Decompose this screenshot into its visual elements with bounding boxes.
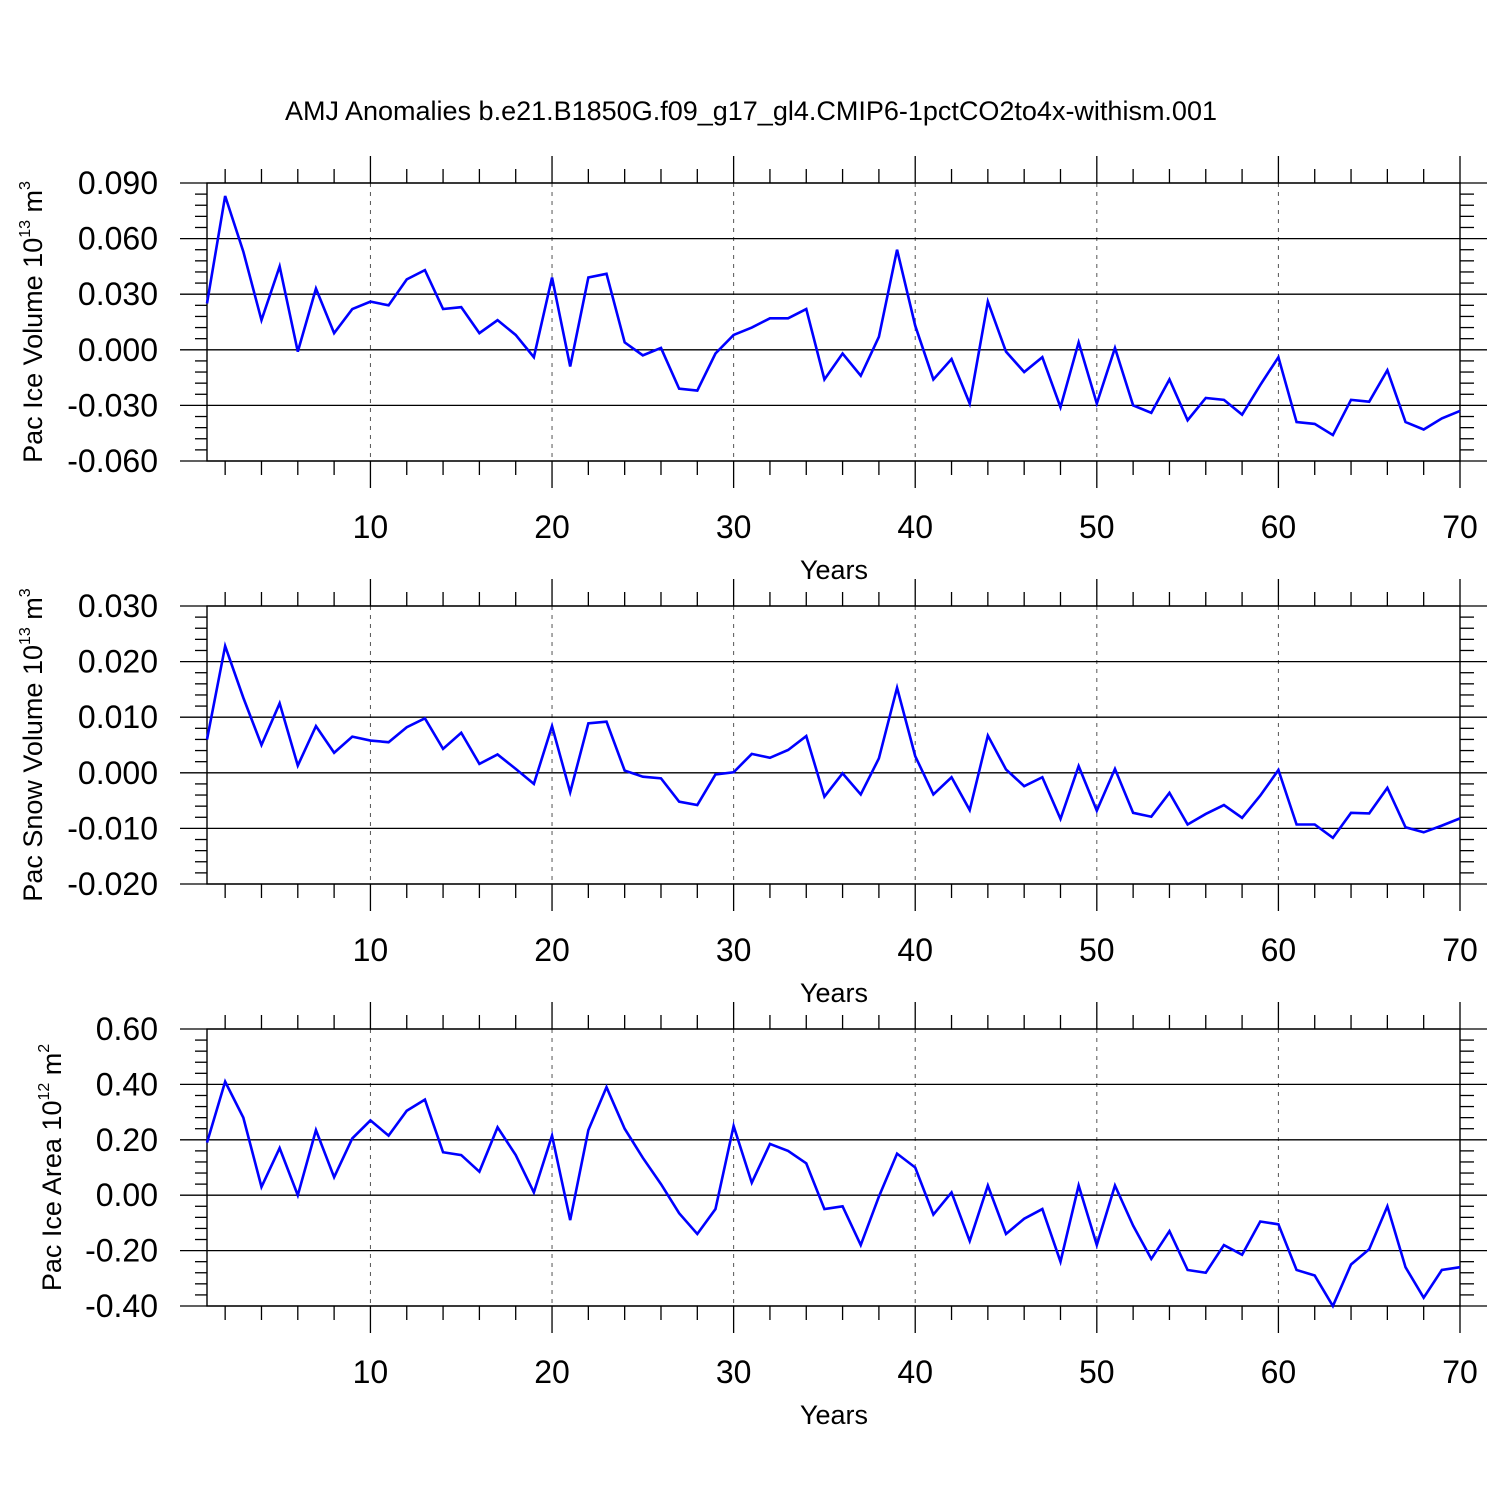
x-tick-label-60: 60	[1261, 509, 1297, 545]
x-tick-label-60: 60	[1261, 1354, 1297, 1390]
y-tick-label-5: -0.020	[67, 866, 158, 902]
x-tick-label-70: 70	[1442, 1354, 1478, 1390]
x-axis-label: Years	[800, 978, 868, 1008]
x-tick-label-10: 10	[353, 1354, 389, 1390]
y-axis-label-main: Pac Ice Volume 10	[18, 238, 48, 463]
y-axis-label: Pac Ice Volume 1013 m3	[17, 181, 48, 463]
x-tick-label-40: 40	[897, 509, 933, 545]
series-line-snow-volume	[205, 641, 1461, 840]
y-axis-label: Pac Snow Volume 1013 m3	[17, 588, 48, 901]
plot-frame-snow-volume	[206, 605, 1461, 885]
y-tick-label-5: -0.060	[67, 443, 158, 479]
y-axis-label-sup2: 3	[17, 181, 34, 190]
y-axis-label-sup1: 13	[17, 220, 34, 238]
y-tick-label-3: 0.00	[96, 1177, 158, 1213]
y-tick-label-1: 0.40	[96, 1066, 158, 1102]
panel-ice-volume: 10 20 30 40 50 60 70 0.090 0.060 0.030 0.000 -0.030…	[17, 156, 1487, 585]
x-tick-label-30: 30	[716, 932, 752, 968]
y-axis-label-main: Pac Snow Volume 10	[18, 645, 48, 902]
y-tick-label-0: 0.090	[78, 165, 158, 201]
x-tick-label-50: 50	[1079, 1354, 1115, 1390]
y-tick-label-3: 0.000	[78, 755, 158, 791]
series-line-ice-area	[205, 1078, 1461, 1309]
plot-frame-ice-area	[206, 1028, 1461, 1307]
panels-container: 10 20 30 40 50 60 70 0.090 0.060 0.030 0.000 -0.030…	[17, 156, 1487, 1430]
x-tick-label-20: 20	[534, 509, 570, 545]
y-axis-label-unit: m	[37, 1053, 67, 1083]
figure-title: AMJ Anomalies b.e21.B1850G.f09_g17_gl4.C…	[285, 96, 1217, 126]
y-tick-label-2: 0.010	[78, 699, 158, 735]
y-axis-label-unit: m	[18, 597, 48, 627]
x-tick-label-20: 20	[534, 932, 570, 968]
x-tick-label-60: 60	[1261, 932, 1297, 968]
x-axis-label: Years	[800, 555, 868, 585]
panel-ice-area: 10 20 30 40 50 60 70 0.60 0.40 0.20 0.00 -0.20 -0.40…	[36, 1002, 1487, 1430]
series-line-ice-volume	[205, 195, 1461, 437]
x-tick-label-70: 70	[1442, 932, 1478, 968]
x-tick-label-10: 10	[353, 932, 389, 968]
y-axis-label-main: Pac Ice Area 10	[37, 1101, 67, 1292]
y-tick-label-2: 0.030	[78, 276, 158, 312]
y-axis-label-sup1: 13	[17, 627, 34, 645]
x-tick-label-30: 30	[716, 1354, 752, 1390]
y-axis-label-sup2: 3	[17, 588, 34, 597]
x-tick-label-70: 70	[1442, 509, 1478, 545]
x-tick-label-30: 30	[716, 509, 752, 545]
x-tick-label-20: 20	[534, 1354, 570, 1390]
plot-frame-ice-volume	[206, 182, 1461, 462]
x-tick-label-50: 50	[1079, 509, 1115, 545]
y-axis-label-sup1: 12	[36, 1083, 53, 1101]
panel-snow-volume: 10 20 30 40 50 60 70 0.030 0.020 0.010 0.000 -0.010…	[17, 579, 1487, 1008]
y-tick-label-2: 0.20	[96, 1122, 158, 1158]
y-tick-label-4: -0.20	[85, 1233, 158, 1269]
y-tick-label-0: 0.030	[78, 588, 158, 624]
x-tick-label-40: 40	[897, 932, 933, 968]
y-tick-label-4: -0.030	[67, 387, 158, 423]
x-tick-label-10: 10	[353, 509, 389, 545]
y-axis-label-sup2: 2	[36, 1044, 53, 1053]
x-tick-label-40: 40	[897, 1354, 933, 1390]
y-tick-label-0: 0.60	[96, 1011, 158, 1047]
x-axis-label: Years	[800, 1400, 868, 1430]
y-tick-label-4: -0.010	[67, 810, 158, 846]
y-tick-label-3: 0.000	[78, 332, 158, 368]
y-axis-label: Pac Ice Area 1012 m2	[36, 1044, 67, 1291]
y-tick-label-1: 0.060	[78, 221, 158, 257]
y-axis-label-unit: m	[18, 190, 48, 220]
x-tick-label-50: 50	[1079, 932, 1115, 968]
y-tick-label-1: 0.020	[78, 644, 158, 680]
y-tick-label-5: -0.40	[85, 1288, 158, 1324]
